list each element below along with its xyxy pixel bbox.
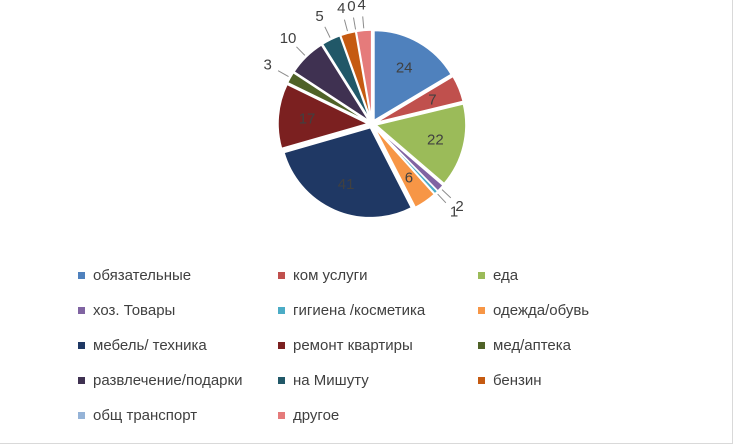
legend-item-10: развлечение/подарки	[78, 371, 278, 389]
legend-label: мед/аптека	[493, 336, 571, 354]
legend-item-7: мебель/ техника	[78, 336, 278, 354]
pie-slice-3	[374, 102, 467, 185]
legend-label: мебель/ техника	[93, 336, 207, 354]
pie-slice-10	[292, 43, 370, 122]
data-label-6: 6	[405, 170, 413, 187]
legend-swatch	[78, 341, 85, 349]
legend-swatch	[478, 341, 485, 349]
pie-slice-2	[375, 75, 465, 124]
legend-swatch	[278, 306, 285, 314]
leader-line-4	[441, 189, 452, 199]
legend-label: ремонт квартиры	[293, 336, 413, 354]
legend-label: хоз. Товары	[93, 301, 176, 319]
legend-label: на Мишуту	[293, 371, 369, 389]
leader-line-11	[324, 26, 331, 38]
legend-item-12: бензин	[478, 371, 638, 389]
legend-swatch	[478, 271, 485, 279]
data-label-5: 1	[450, 204, 458, 221]
data-label-11: 5	[315, 8, 323, 25]
pie-slice-7	[282, 126, 413, 219]
leader-line-13	[353, 17, 357, 30]
legend-label: одежда/обувь	[493, 301, 590, 319]
legend-swatch	[478, 376, 485, 384]
data-label-14: 4	[358, 0, 366, 13]
data-label-1: 24	[396, 59, 413, 76]
leader-line-12	[343, 19, 348, 32]
legend-swatch	[78, 411, 85, 419]
legend-item-1: обязательные	[78, 266, 278, 284]
data-label-12: 4	[337, 0, 345, 17]
legend-label: общ транспорт	[93, 406, 198, 424]
legend-item-3: еда	[478, 266, 638, 284]
leader-line-10	[296, 46, 306, 56]
pie-slice-1	[373, 29, 453, 122]
data-label-2: 7	[428, 91, 436, 108]
legend-label: другое	[293, 406, 340, 424]
pie-slice-6	[373, 126, 436, 209]
legend: обязательные ком услуги еда хоз. Товары гиги…	[78, 266, 638, 424]
pie-slice-11	[321, 34, 371, 121]
leader-line-5	[437, 193, 447, 204]
legend-label: ком услуги	[293, 266, 368, 284]
leader-line-9	[277, 70, 289, 78]
legend-label: бензин	[493, 371, 542, 389]
legend-label: еда	[493, 266, 519, 284]
data-label-8: 17	[299, 110, 316, 127]
legend-swatch	[78, 306, 85, 314]
data-label-10: 10	[280, 30, 297, 47]
leader-line-14	[362, 16, 365, 29]
pie-slice-8	[277, 83, 371, 150]
data-label-13: 0	[347, 0, 355, 15]
legend-swatch	[78, 271, 85, 279]
data-label-7: 41	[338, 176, 355, 193]
legend-label: гигиена /косметика	[293, 301, 426, 319]
data-label-3: 22	[427, 131, 444, 148]
legend-swatch	[478, 306, 485, 314]
legend-item-8: ремонт квартиры	[278, 336, 478, 354]
legend-swatch	[278, 271, 285, 279]
legend-swatch	[278, 376, 285, 384]
legend-label: обязательные	[93, 266, 192, 284]
legend-label: развлечение/подарки	[93, 371, 243, 389]
legend-swatch	[278, 411, 285, 419]
legend-swatch	[278, 341, 285, 349]
legend-swatch	[78, 376, 85, 384]
legend-item-5: гигиена /косметика	[278, 301, 478, 319]
legend-item-6: одежда/обувь	[478, 301, 638, 319]
legend-item-9: мед/аптека	[478, 336, 638, 354]
legend-item-13: общ транспорт	[78, 406, 278, 424]
pie-slice-14	[355, 29, 373, 121]
data-label-9: 3	[263, 57, 271, 74]
data-label-4: 2	[455, 198, 463, 215]
pie-slice-9	[286, 71, 369, 123]
legend-item-4: хоз. Товары	[78, 301, 278, 319]
legend-item-14: другое	[278, 406, 478, 424]
legend-item-2: ком услуги	[278, 266, 478, 284]
legend-item-11: на Мишуту	[278, 371, 478, 389]
